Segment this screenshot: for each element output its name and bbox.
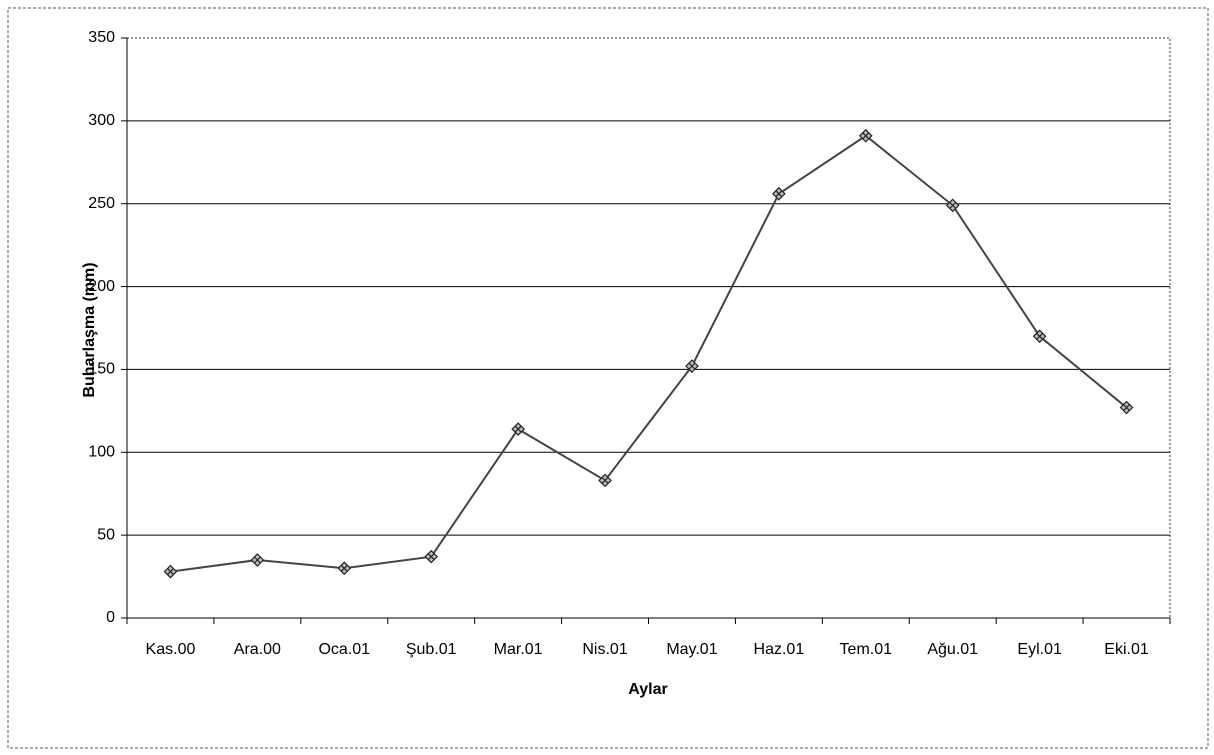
x-tick-label: May.01 bbox=[666, 641, 717, 658]
data-marker bbox=[1119, 400, 1134, 415]
x-tick-label: Ağu.01 bbox=[927, 641, 978, 658]
data-marker bbox=[163, 564, 178, 579]
y-tick-label: 300 bbox=[88, 112, 115, 129]
data-marker bbox=[772, 186, 786, 201]
y-tick-label: 200 bbox=[88, 278, 115, 295]
data-marker bbox=[424, 549, 439, 564]
data-marker bbox=[337, 561, 352, 576]
data-marker bbox=[685, 359, 699, 373]
x-tick-label: Eyl.01 bbox=[1017, 641, 1062, 658]
y-tick-label: 0 bbox=[106, 609, 115, 626]
x-tick-label: Nis.01 bbox=[582, 641, 627, 658]
chart-frame bbox=[7, 7, 1209, 749]
plot-border bbox=[127, 37, 1171, 618]
x-tick-label: Haz.01 bbox=[754, 641, 805, 658]
data-marker bbox=[598, 473, 612, 488]
data-marker bbox=[945, 198, 960, 213]
x-tick-label: Ara.00 bbox=[234, 641, 281, 658]
y-tick-label: 250 bbox=[88, 195, 115, 212]
x-tick-label: Kas.00 bbox=[146, 641, 196, 658]
x-axis-title: Aylar bbox=[628, 681, 667, 698]
data-marker bbox=[858, 128, 873, 143]
y-tick-label: 150 bbox=[88, 361, 115, 378]
x-tick-label: Oca.01 bbox=[318, 641, 370, 658]
data-marker bbox=[250, 553, 265, 567]
data-marker bbox=[511, 422, 525, 436]
data-marker bbox=[1032, 329, 1047, 344]
x-tick-label: Mar.01 bbox=[494, 641, 543, 658]
y-tick-label: 50 bbox=[97, 526, 115, 543]
y-tick-label: 100 bbox=[88, 444, 115, 461]
y-axis-title: Buharlaşma (mm) bbox=[81, 262, 98, 397]
x-tick-label: Şub.01 bbox=[406, 641, 457, 658]
x-tick-label: Tem.01 bbox=[840, 641, 893, 658]
x-tick-label: Eki.01 bbox=[1104, 641, 1149, 658]
y-tick-label: 350 bbox=[88, 29, 115, 46]
data-line bbox=[170, 134, 1128, 573]
